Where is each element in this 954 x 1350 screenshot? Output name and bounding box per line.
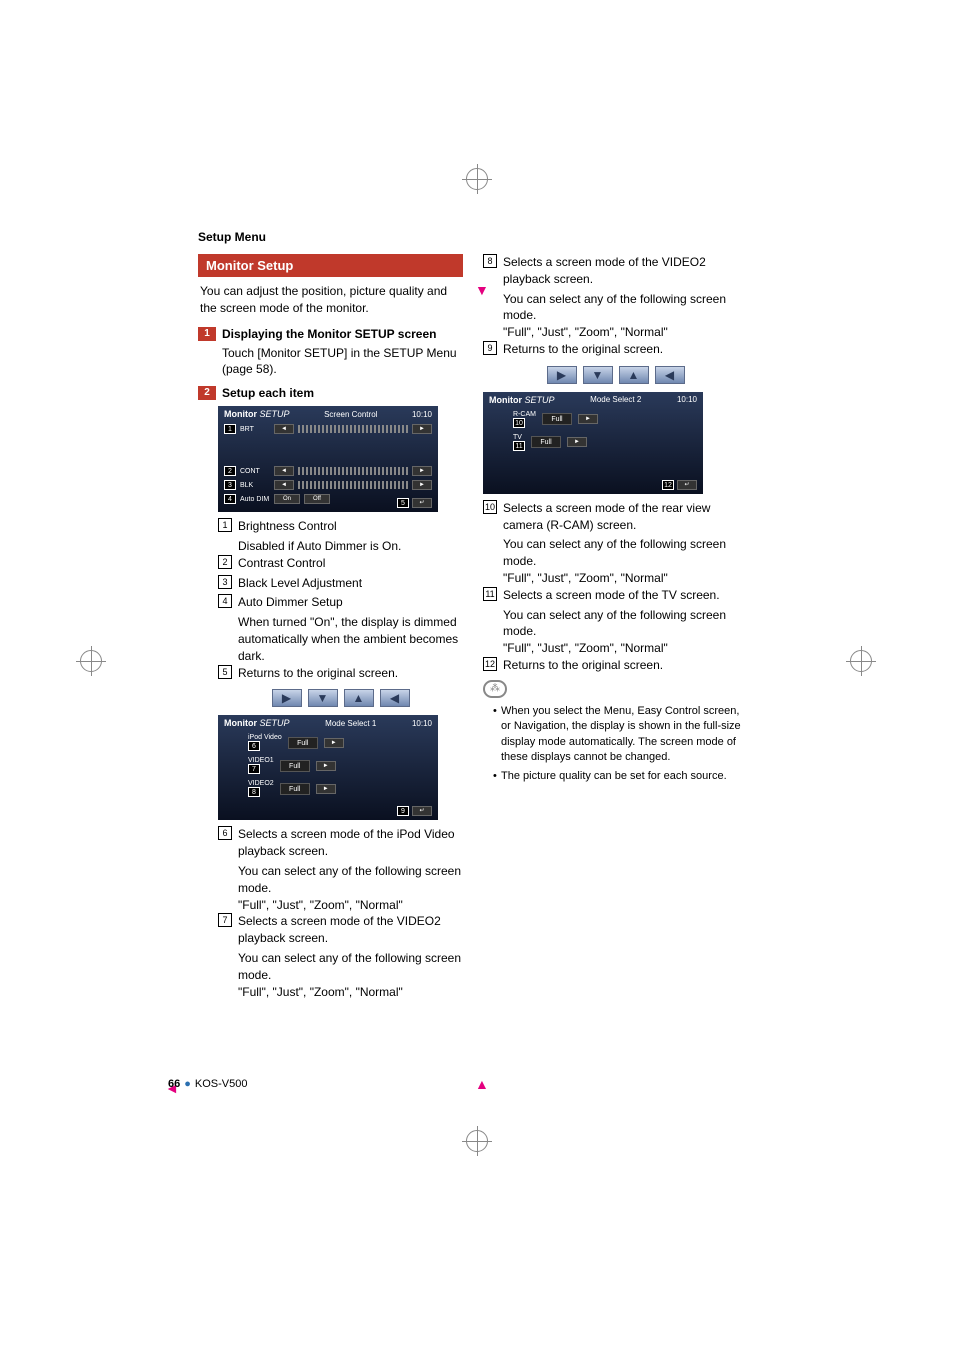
section-title: Monitor Setup <box>198 254 463 277</box>
items-c: 8Selects a screen mode of the VIDEO2 pla… <box>483 254 748 358</box>
note-icon: ⁂ <box>483 680 507 698</box>
screenshot-mode-select-1: Monitor SETUP Mode Select 1 10:10 iPod V… <box>218 715 438 820</box>
step-1: 1 Displaying the Monitor SETUP screen <box>198 327 463 341</box>
badge-3: 3 <box>224 480 236 490</box>
shot1-title: Monitor SETUP <box>224 409 290 419</box>
nav-next-btn[interactable]: ▶ <box>272 689 302 707</box>
items-a: 1Brightness Control Disabled if Auto Dim… <box>218 518 463 681</box>
breadcrumb: Setup Menu <box>198 230 748 244</box>
nav-down-btn[interactable]: ▼ <box>308 689 338 707</box>
shot3-rcam: R-CAM 10 Full ► <box>483 408 703 431</box>
shot1-row-brt: 1 BRT ◄ ► <box>218 422 438 436</box>
items-d: 10Selects a screen mode of the rear view… <box>483 500 748 674</box>
badge-5: 5 <box>397 498 409 508</box>
badge-4: 4 <box>224 494 236 504</box>
badge-1: 1 <box>224 424 236 434</box>
step-1-num: 1 <box>198 327 216 341</box>
shot2-video1: VIDEO1 7 Full ► <box>218 754 438 777</box>
left-column: Monitor Setup You can adjust the positio… <box>198 254 463 1000</box>
left-arrow-btn[interactable]: ◄ <box>274 424 294 434</box>
step-1-body: Touch [Monitor SETUP] in the SETUP Menu … <box>222 345 463 379</box>
shot2-ipod: iPod Video 6 Full ► <box>218 731 438 754</box>
step-1-title: Displaying the Monitor SETUP screen <box>222 327 437 341</box>
right-arrow-btn[interactable]: ► <box>412 424 432 434</box>
dim-on-btn[interactable]: On <box>274 494 300 504</box>
registration-mark-right <box>850 650 872 672</box>
nav-prev-btn[interactable]: ◀ <box>380 689 410 707</box>
nav-buttons-1: ▶ ▼ ▲ ◀ <box>218 689 463 707</box>
dim-off-btn[interactable]: Off <box>304 494 330 504</box>
screenshot-mode-select-2: Monitor SETUP Mode Select 2 10:10 R-CAM … <box>483 392 703 494</box>
right-column: 8Selects a screen mode of the VIDEO2 pla… <box>483 254 748 1000</box>
registration-mark-bottom <box>466 1130 488 1152</box>
shot1-time: 10:10 <box>412 410 432 419</box>
registration-mark-top <box>466 168 488 190</box>
nav-up-btn[interactable]: ▲ <box>344 689 374 707</box>
shot1-row-cont: 2 CONT ◄ ► <box>218 464 438 478</box>
nav-buttons-2: ▶ ▼ ▲ ◀ <box>483 366 748 384</box>
step-2: 2 Setup each item <box>198 386 463 400</box>
notes: When you select the Menu, Easy Control s… <box>483 704 748 785</box>
center-arrow-up: ▲ <box>475 1076 489 1092</box>
registration-mark-left <box>80 650 102 672</box>
brt-slider[interactable] <box>298 425 408 433</box>
section-intro: You can adjust the position, picture qua… <box>198 283 463 317</box>
return-btn[interactable]: ↵ <box>412 498 432 508</box>
screenshot-screen-control: Monitor SETUP Screen Control 10:10 1 BRT… <box>218 406 438 512</box>
step-2-title: Setup each item <box>222 386 314 400</box>
shot2-video2: VIDEO2 8 Full ► <box>218 777 438 800</box>
items-b: 6Selects a screen mode of the iPod Video… <box>218 826 463 1000</box>
step-2-num: 2 <box>198 386 216 400</box>
shot1-row-blk: 3 BLK ◄ ► <box>218 478 438 492</box>
shot3-tv: TV 11 Full ► <box>483 431 703 454</box>
page-footer: 66●KOS-V500 <box>168 1078 248 1090</box>
badge-2: 2 <box>224 466 236 476</box>
shot1-tab: Screen Control <box>324 410 377 419</box>
